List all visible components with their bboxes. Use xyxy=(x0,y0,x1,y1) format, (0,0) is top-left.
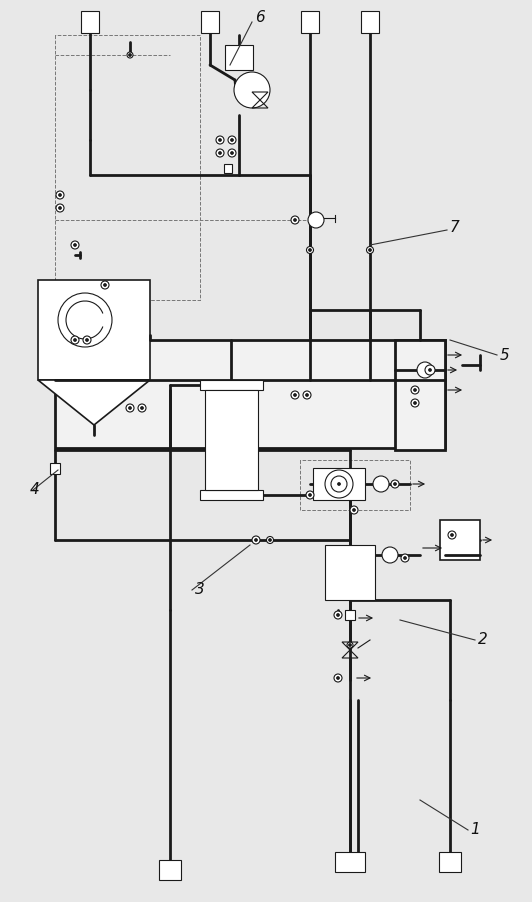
Bar xyxy=(159,860,181,880)
Bar xyxy=(313,468,365,500)
Bar xyxy=(335,852,365,872)
Circle shape xyxy=(56,204,64,212)
Circle shape xyxy=(303,391,311,399)
Circle shape xyxy=(73,338,77,342)
Circle shape xyxy=(369,248,371,252)
Circle shape xyxy=(382,547,398,563)
Circle shape xyxy=(219,152,221,154)
Bar xyxy=(345,610,355,620)
Circle shape xyxy=(373,476,389,492)
Bar xyxy=(301,11,319,33)
Circle shape xyxy=(367,246,373,253)
Text: 4: 4 xyxy=(30,483,40,498)
Circle shape xyxy=(71,336,79,344)
Circle shape xyxy=(308,212,324,228)
Circle shape xyxy=(403,557,406,559)
Circle shape xyxy=(269,538,271,541)
Circle shape xyxy=(451,533,453,537)
Circle shape xyxy=(325,470,353,498)
Bar xyxy=(361,11,379,33)
Circle shape xyxy=(294,393,296,397)
Circle shape xyxy=(252,536,260,544)
Bar xyxy=(205,390,258,490)
Circle shape xyxy=(413,401,417,404)
Circle shape xyxy=(58,293,112,347)
Circle shape xyxy=(428,369,431,372)
Circle shape xyxy=(331,476,347,492)
Circle shape xyxy=(306,246,313,253)
Circle shape xyxy=(230,152,234,154)
Circle shape xyxy=(334,611,342,619)
Bar xyxy=(81,11,99,33)
Circle shape xyxy=(411,399,419,407)
Circle shape xyxy=(347,642,353,648)
Bar xyxy=(439,852,461,872)
Text: 2: 2 xyxy=(478,632,488,648)
Text: 7: 7 xyxy=(450,220,460,235)
Circle shape xyxy=(129,53,131,57)
Circle shape xyxy=(394,483,396,485)
Circle shape xyxy=(401,554,409,562)
Circle shape xyxy=(140,407,144,410)
Circle shape xyxy=(126,404,134,412)
Circle shape xyxy=(348,643,352,647)
Bar xyxy=(201,11,219,33)
Bar xyxy=(38,280,150,380)
Circle shape xyxy=(337,676,339,679)
Circle shape xyxy=(83,336,91,344)
Text: 3: 3 xyxy=(195,583,205,597)
Circle shape xyxy=(86,338,88,342)
Circle shape xyxy=(101,281,109,289)
Circle shape xyxy=(337,483,340,485)
Bar xyxy=(50,463,60,474)
Circle shape xyxy=(59,194,62,197)
Circle shape xyxy=(309,493,312,496)
Circle shape xyxy=(254,538,257,541)
Bar xyxy=(200,380,263,390)
Circle shape xyxy=(138,404,146,412)
Circle shape xyxy=(334,674,342,682)
Circle shape xyxy=(306,491,314,499)
Circle shape xyxy=(417,362,433,378)
Circle shape xyxy=(309,248,312,252)
Text: 6: 6 xyxy=(255,11,265,25)
Bar xyxy=(440,520,480,560)
Circle shape xyxy=(104,283,106,287)
Bar xyxy=(224,163,232,172)
Text: 1: 1 xyxy=(470,823,480,837)
Circle shape xyxy=(291,216,299,224)
Circle shape xyxy=(425,365,435,375)
Circle shape xyxy=(411,386,419,394)
Circle shape xyxy=(291,391,299,399)
Circle shape xyxy=(448,531,456,539)
Circle shape xyxy=(267,537,273,544)
Bar xyxy=(325,545,375,600)
Bar xyxy=(55,340,445,448)
Bar xyxy=(200,490,263,500)
Circle shape xyxy=(73,244,77,246)
Circle shape xyxy=(234,72,270,108)
Bar xyxy=(225,45,253,70)
Circle shape xyxy=(219,139,221,142)
Circle shape xyxy=(228,149,236,157)
Circle shape xyxy=(413,389,417,391)
Circle shape xyxy=(59,207,62,209)
Text: 5: 5 xyxy=(500,347,510,363)
Circle shape xyxy=(71,241,79,249)
Circle shape xyxy=(353,509,355,511)
Circle shape xyxy=(127,52,133,58)
Circle shape xyxy=(391,480,399,488)
Circle shape xyxy=(216,136,224,144)
Polygon shape xyxy=(38,380,150,425)
Circle shape xyxy=(216,149,224,157)
Circle shape xyxy=(305,393,309,397)
Circle shape xyxy=(230,139,234,142)
Bar xyxy=(395,340,445,450)
Circle shape xyxy=(56,191,64,199)
Circle shape xyxy=(294,218,296,222)
Circle shape xyxy=(129,407,131,410)
Circle shape xyxy=(350,506,358,514)
Circle shape xyxy=(337,613,339,616)
Circle shape xyxy=(228,136,236,144)
